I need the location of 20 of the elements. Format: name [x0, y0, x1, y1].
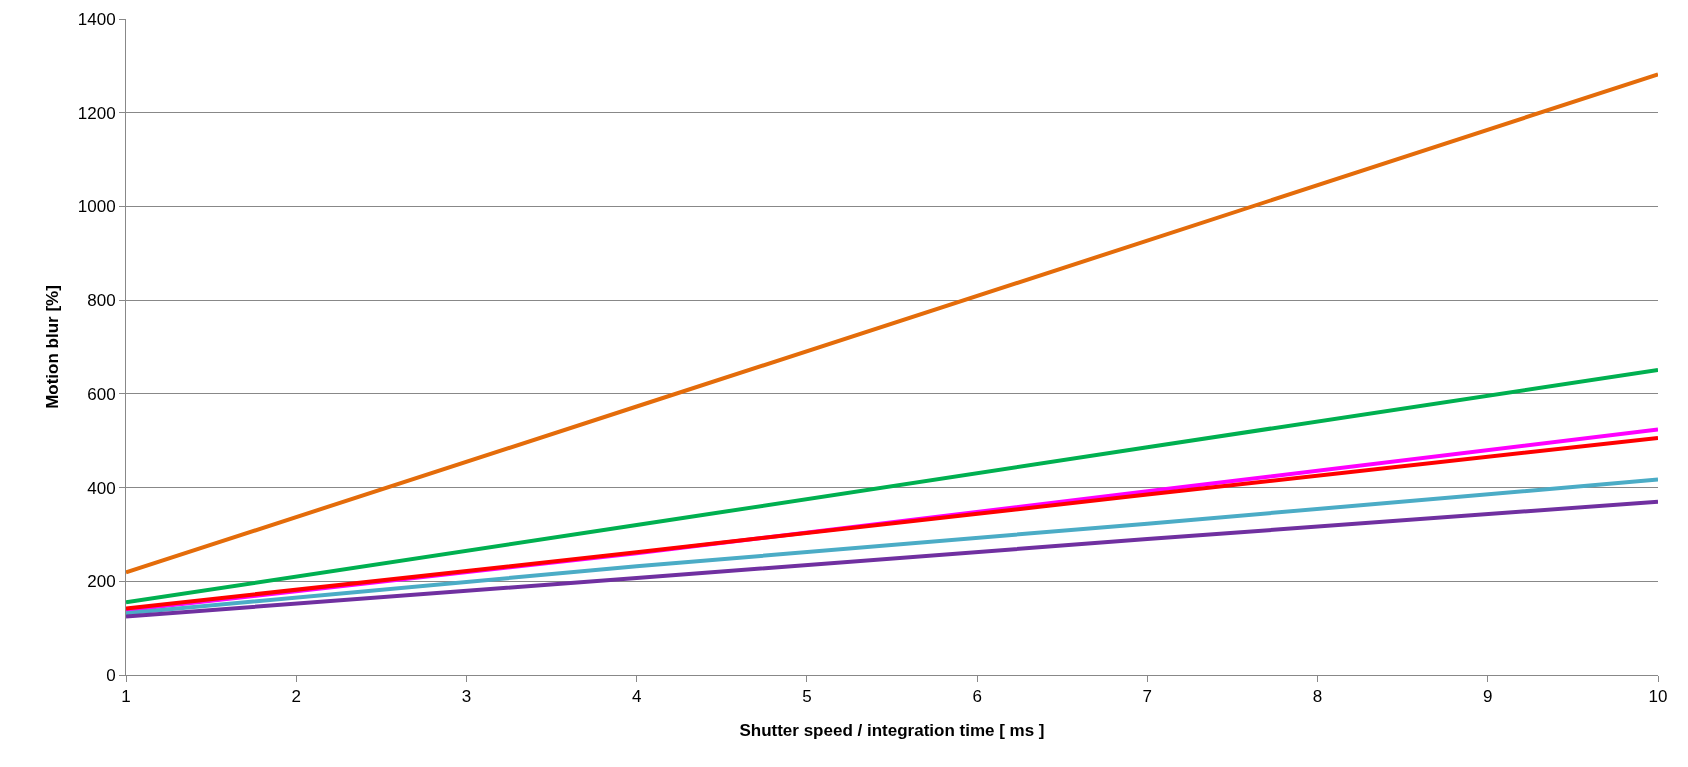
x-tick-label: 4: [631, 687, 642, 707]
x-tick-label: 5: [802, 687, 812, 707]
y-tick-label: 1000: [77, 197, 116, 217]
x-tick-label: 1: [121, 687, 131, 707]
x-tick-label: 9: [1483, 687, 1493, 707]
y-tick-label: 0: [106, 665, 116, 685]
x-tick-label: 7: [1142, 687, 1153, 707]
x-tick-label: 8: [1312, 687, 1323, 707]
x-axis-title: Shutter speed / integration time [ ms ]: [739, 720, 1045, 740]
y-tick-label: 1400: [77, 9, 116, 29]
x-tick-label: 6: [972, 687, 982, 707]
x-tick-label: 2: [291, 687, 301, 707]
y-tick-label: 400: [87, 478, 116, 498]
y-tick-label: 1200: [77, 103, 116, 123]
x-tick-label: 10: [1648, 687, 1668, 707]
x-tick-label: 3: [461, 687, 472, 707]
y-axis-title: Motion blur [%]: [43, 285, 63, 409]
y-tick-label: 200: [87, 572, 116, 592]
y-tick-label: 600: [87, 384, 116, 404]
y-tick-label: 800: [87, 291, 116, 311]
